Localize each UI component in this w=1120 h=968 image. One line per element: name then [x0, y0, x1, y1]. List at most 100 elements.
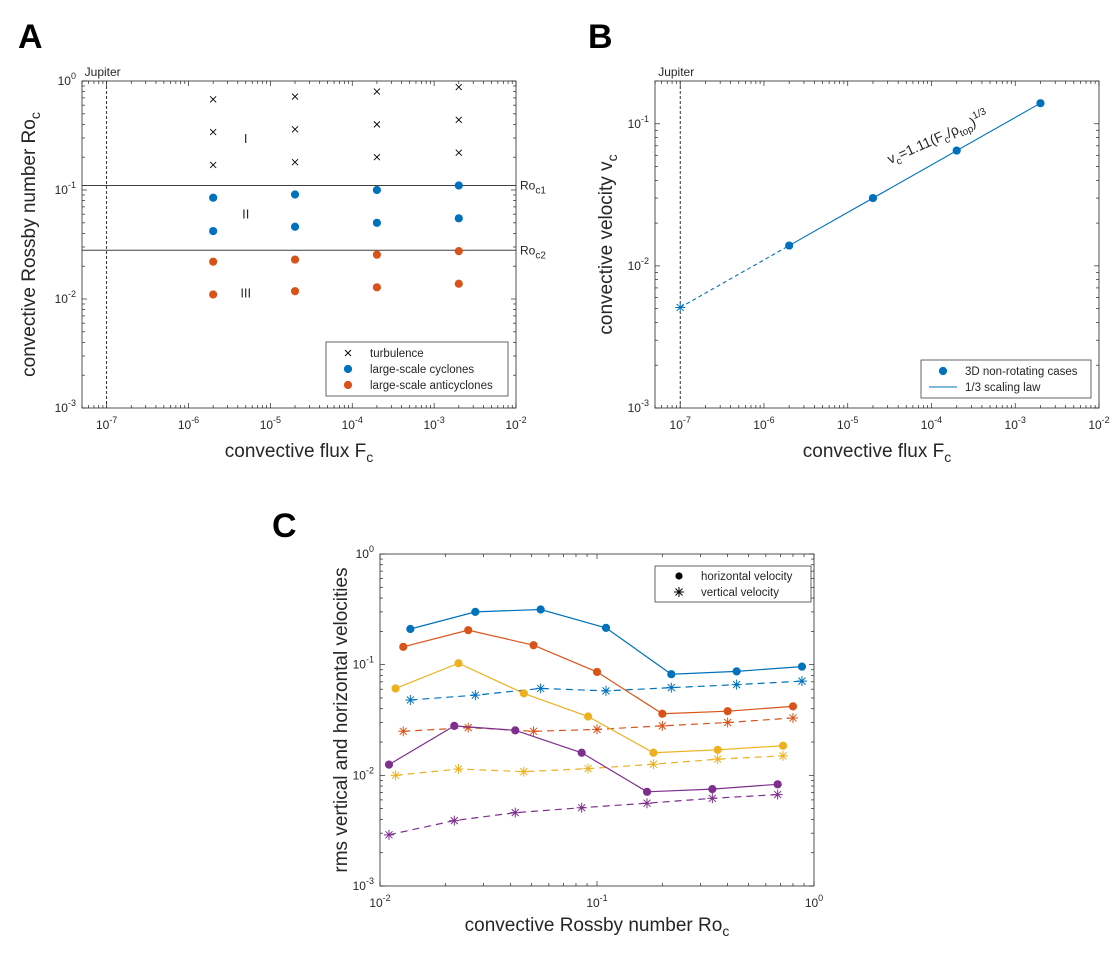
- panel-c-purple-vertical-point: [576, 802, 587, 813]
- panel-a-x-tick-label: 10-6: [178, 415, 199, 432]
- panel-c-purple-horizontal-point: [708, 785, 717, 794]
- panel-c-y-tick-label: 10-2: [353, 765, 374, 782]
- panel-c-purple-vertical-point: [510, 807, 521, 818]
- panel-c-x-tick-label: 100: [805, 893, 823, 910]
- panel-c-orange-horizontal-point: [529, 641, 538, 650]
- panel-a-x-tick-label: 10-2: [505, 415, 526, 432]
- panel-b-x-tick-label: 10-3: [1005, 415, 1026, 432]
- panel-c-purple-horizontal-point: [577, 748, 586, 757]
- panel-c-legend-marker: [674, 587, 684, 597]
- panel-c-purple-horizontal-point: [450, 721, 459, 730]
- panel-b-x-tick-label: 10-2: [1088, 415, 1109, 432]
- panel-a-point-anticyclone: [209, 257, 218, 266]
- panel-a-point-cyclone: [209, 226, 218, 236]
- panel-a-point-turbulence: [455, 83, 463, 91]
- panel-a-threshold-label: Roc2: [520, 243, 546, 261]
- panel-b-x-tick-label: 10-4: [921, 415, 942, 432]
- panel-a-point-anticyclone: [372, 250, 382, 259]
- panel-c-blue-horizontal-point: [536, 605, 545, 614]
- panel-a-point-turbulence: [373, 121, 381, 128]
- panel-a-legend-label: large-scale anticyclones: [370, 380, 493, 392]
- panel-c-purple-horizontal-point: [773, 780, 782, 789]
- panel-a-region-label: III: [240, 286, 251, 301]
- panel-c-yellow-horizontal-point: [778, 741, 788, 750]
- panel-c-orange-horizontal-point: [592, 667, 602, 677]
- panel-a-axes-box: [81, 80, 517, 409]
- panel-a-point-anticyclone: [290, 255, 300, 264]
- panel-b-x-axis-label: convective flux Fc: [803, 441, 952, 465]
- panel-c-purple-vertical-point: [772, 789, 783, 800]
- panel-c-purple-horizontal-point: [642, 787, 652, 796]
- panel-b-y-axis-label: convective velocity vc: [596, 154, 620, 334]
- panel-a-point-anticyclone: [454, 247, 463, 256]
- panel-c-orange-horizontal-point: [723, 707, 732, 716]
- panel-c-blue-horizontal-point: [406, 624, 415, 634]
- panel-c-plot-area: [380, 554, 814, 886]
- panel-a-legend-label: turbulence: [370, 348, 424, 360]
- panel-c-blue-horizontal-point: [667, 670, 676, 679]
- panel-c-orange-horizontal-point: [788, 702, 798, 711]
- panel-c-blue-vertical-point: [470, 690, 481, 701]
- panel-a-point-turbulence: [291, 126, 299, 133]
- panel-c-orange-horizontal-point: [399, 642, 408, 651]
- panel-letter-b: B: [588, 18, 613, 56]
- panel-c-purple-horizontal-point: [511, 726, 520, 735]
- panel-a-point-turbulence: [209, 128, 217, 136]
- panel-a-y-tick-label: 10-2: [55, 289, 76, 306]
- panel-a-x-tick-label: 10-5: [260, 415, 281, 432]
- panel-b-y-tick-label: 10-3: [628, 398, 649, 415]
- panel-c-blue-horizontal-point: [732, 667, 741, 676]
- panel-a-chart: 10-7 10-6 10-5 10-4 10-3 10-210-310-210-1100 …: [19, 65, 546, 465]
- panel-a-point-turbulence: [455, 149, 463, 156]
- panel-a-y-tick-label: 10-3: [55, 398, 76, 415]
- panel-c-blue-vertical-point: [600, 685, 611, 696]
- panel-c-blue-vertical-point: [405, 694, 416, 705]
- panel-c-purple-vertical-point: [707, 793, 718, 804]
- panel-b-x-tick-label: 10-5: [837, 415, 858, 432]
- panel-letter-a: A: [18, 18, 43, 56]
- panel-a-point-cyclone: [372, 218, 382, 227]
- panel-a-point-turbulence: [455, 116, 463, 124]
- panel-a-point-turbulence: [373, 153, 381, 161]
- panel-a-point-turbulence: [373, 88, 381, 95]
- panel-a-x-tick-label: 10-3: [423, 415, 444, 432]
- panel-b-y-tick-label: 10-2: [628, 256, 649, 273]
- panel-a-point-cyclone: [290, 222, 300, 231]
- panel-a-point-cyclone: [454, 214, 463, 223]
- panel-c-orange-vertical-point: [398, 726, 409, 737]
- panel-a-point-cyclone: [209, 193, 218, 202]
- panel-c-orange-vertical-point: [722, 717, 733, 728]
- panel-a-threshold-label: Roc1: [520, 178, 546, 196]
- panel-c-x-tick-label: 10-1: [586, 893, 607, 910]
- panel-a-point-cyclone: [290, 190, 300, 199]
- panel-a-point-anticyclone: [290, 287, 300, 296]
- panel-c-blue-vertical-point: [666, 682, 677, 693]
- panel-a-point-anticyclone: [209, 290, 218, 299]
- panel-c-yellow-vertical-point: [390, 770, 401, 781]
- panel-c-orange-vertical-point: [787, 712, 798, 723]
- panel-a-point-turbulence: [291, 158, 299, 166]
- panel-c-orange-horizontal-point: [464, 626, 473, 635]
- panel-c-x-tick-label: 10-2: [369, 893, 390, 910]
- panel-a-point-anticyclone: [372, 283, 382, 292]
- panel-a-x-axis-label: convective flux Fc: [225, 441, 374, 465]
- panel-c-yellow-vertical-point: [648, 759, 659, 770]
- panel-b-x-tick-label: 10-7: [670, 415, 691, 432]
- panel-c-legend-label: horizontal velocity: [701, 571, 793, 583]
- panel-c-y-tick-label: 10-3: [353, 876, 374, 893]
- panel-c-blue-horizontal-point: [797, 662, 807, 671]
- panel-c-legend-label: vertical velocity: [701, 587, 779, 599]
- panel-a-region-label: II: [242, 206, 249, 221]
- panel-c-blue-horizontal-point: [601, 623, 611, 632]
- panel-a-point-cyclone: [454, 181, 463, 190]
- panel-c-yellow-vertical-point: [712, 754, 723, 765]
- panel-c-yellow-horizontal-point: [454, 659, 463, 668]
- panel-b-scaling-line: [788, 102, 1041, 247]
- panel-c-y-tick-label: 10-1: [353, 655, 374, 672]
- panel-c-purple-vertical-point: [383, 829, 394, 840]
- panel-c-blue-vertical-point: [731, 679, 742, 690]
- panel-c-orange-vertical-point: [657, 720, 668, 731]
- panel-b-axes-box: [654, 80, 1100, 409]
